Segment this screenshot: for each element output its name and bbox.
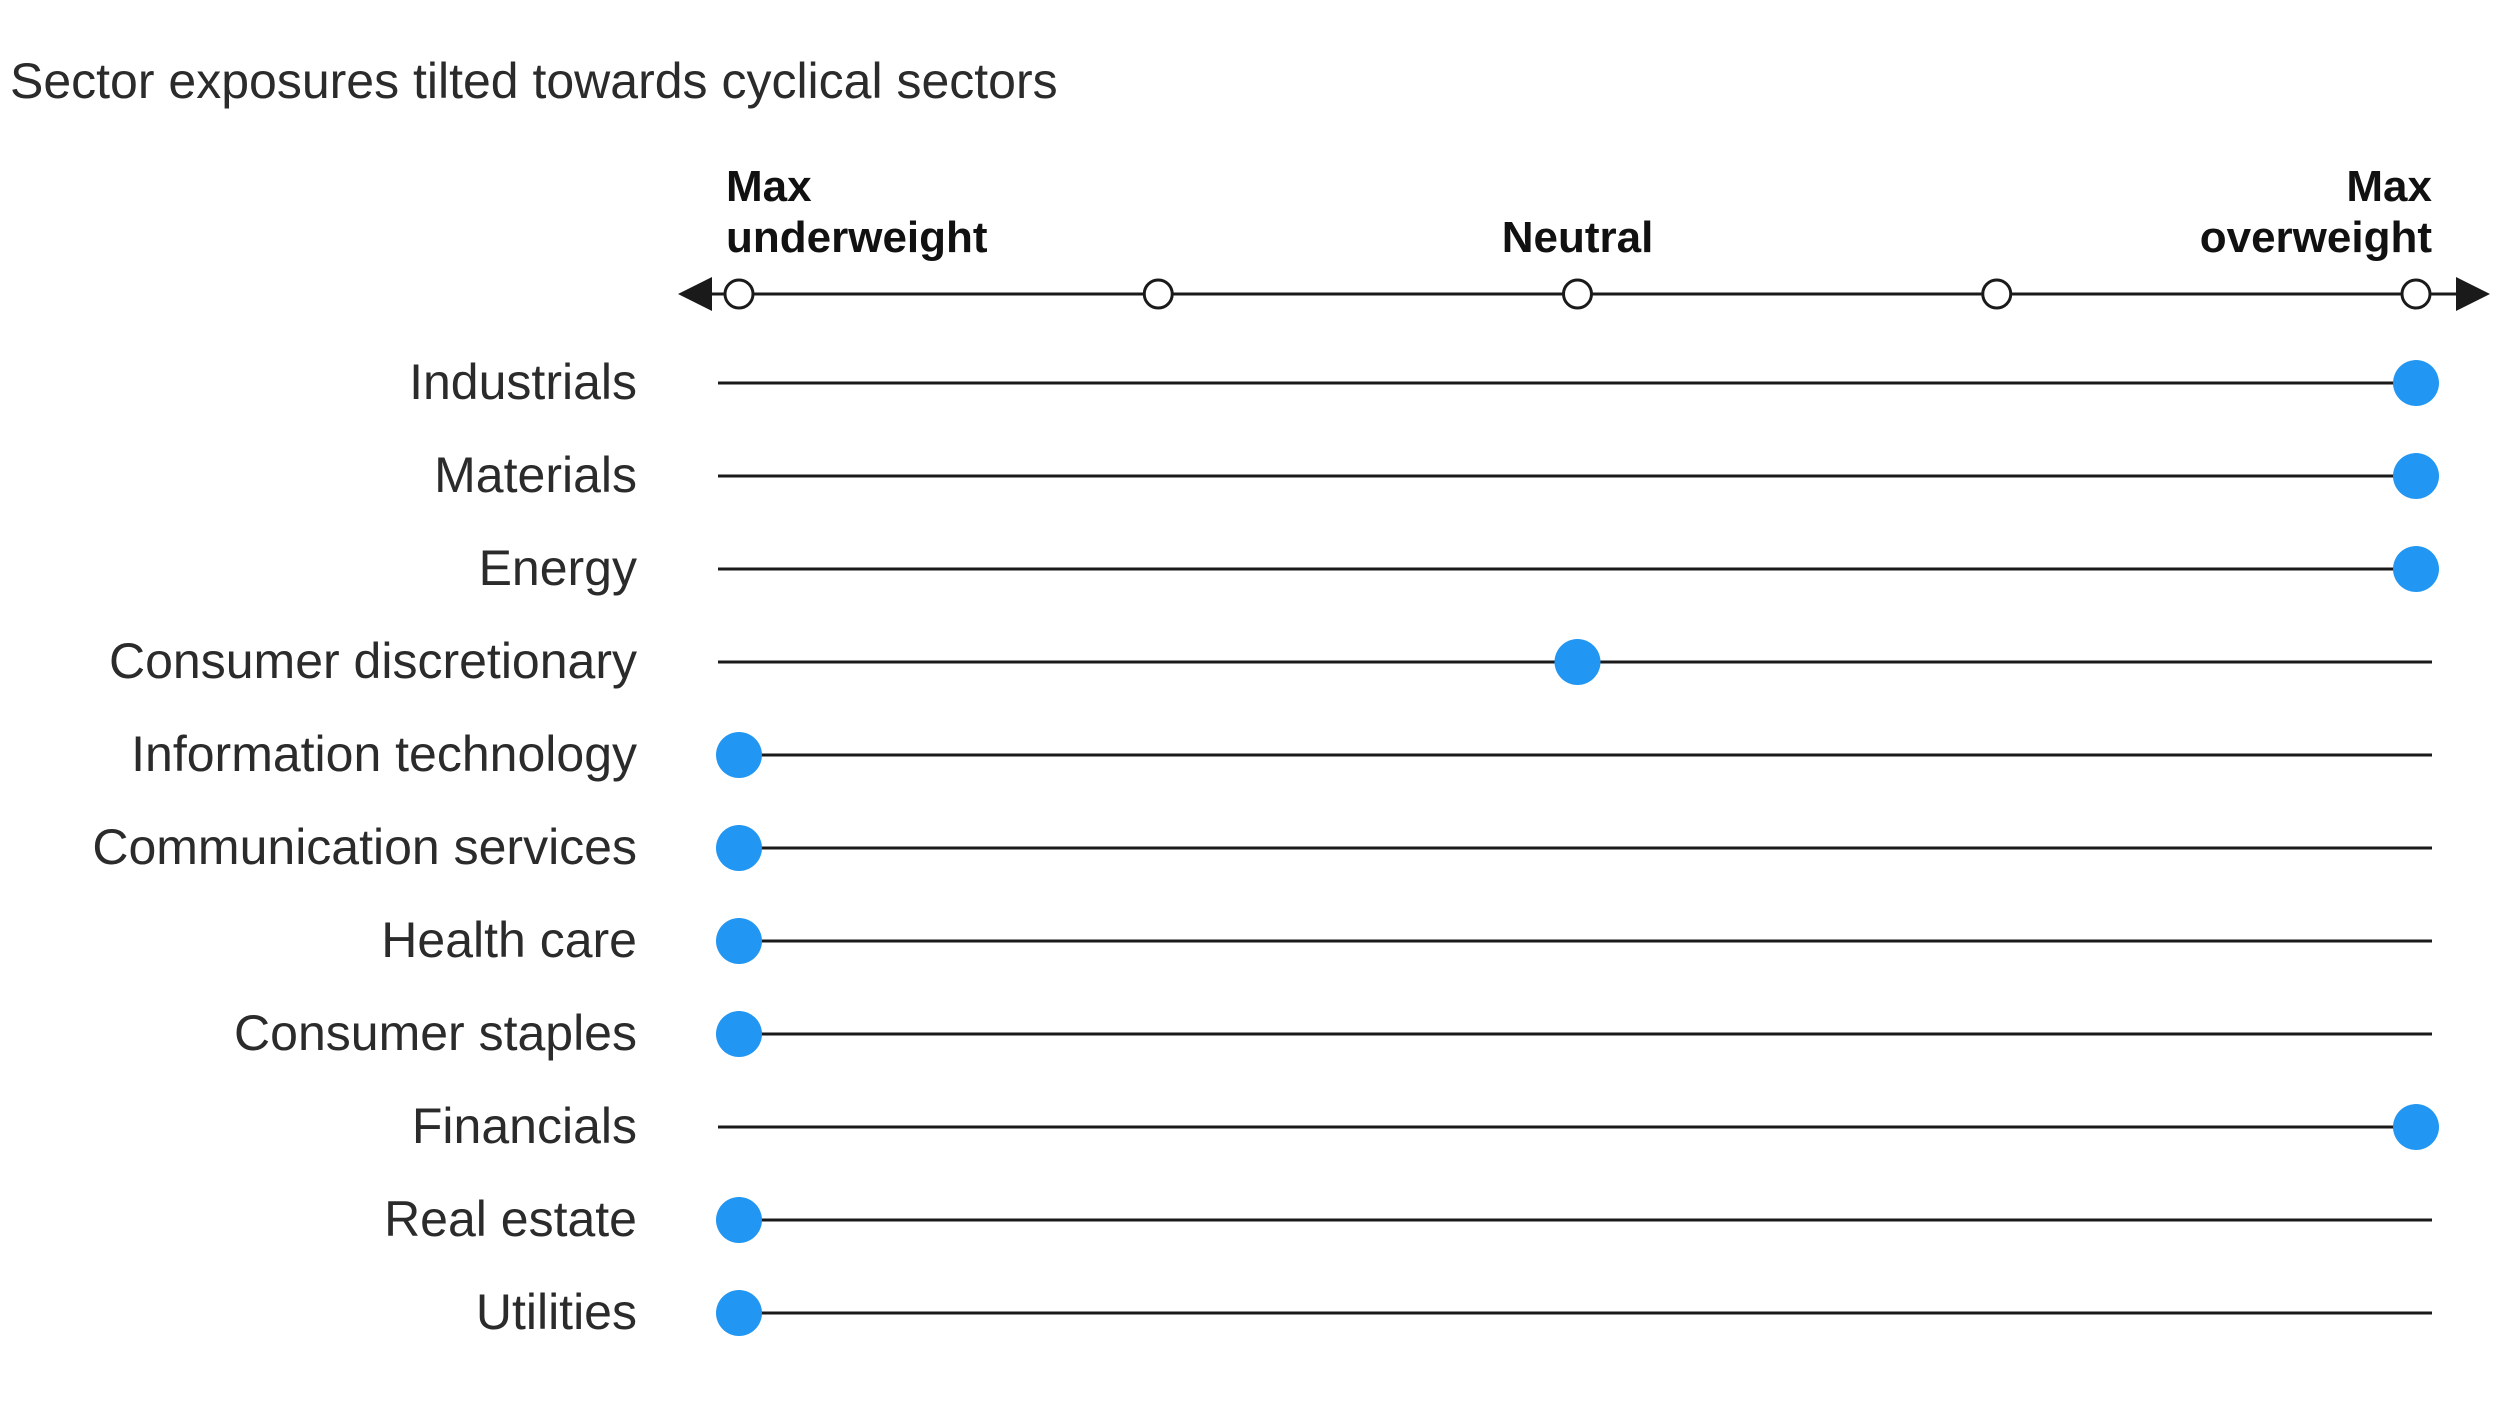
sector-label: Communication services [92,819,637,875]
scale-label: Neutral [1502,213,1654,262]
sector-label: Materials [434,447,637,503]
sector-label: Information technology [131,726,637,782]
scale-tick-marker [2400,278,2432,310]
sector-position-marker [716,918,762,964]
axis-arrow-right [2456,277,2490,311]
sector-label: Consumer discretionary [109,633,637,689]
sector-position-marker [2393,546,2439,592]
sector-label: Health care [381,912,637,968]
sector-position-marker [716,1011,762,1057]
sector-label: Financials [412,1098,637,1154]
axis-arrow-left [678,277,712,311]
sector-label: Utilities [476,1284,637,1340]
scale-label: overweight [2200,213,2433,262]
sector-position-marker [2393,1104,2439,1150]
scale-tick-marker [1562,278,1593,310]
sector-label: Industrials [409,354,637,410]
scale-label: Max [2346,162,2432,211]
sector-position-marker [2393,453,2439,499]
sector-position-marker [716,732,762,778]
scale-tick-marker [1142,278,1174,310]
scale-label: underweight [726,213,988,262]
sector-position-marker [716,1290,762,1336]
sector-position-marker [716,825,762,871]
sector-label: Consumer staples [234,1005,637,1061]
sector-label: Real estate [384,1191,637,1247]
sector-position-marker [716,1197,762,1243]
sector-label: Energy [479,540,637,596]
scale-label: Max [726,162,812,211]
scale-tick-marker [723,278,755,310]
sector-position-marker [1554,639,1601,685]
sector-position-marker [2393,360,2439,406]
scale-tick-marker [1981,278,2013,310]
chart-title: Sector exposures tilted towards cyclical… [10,53,1058,109]
sector-rows: Industrials Materials Energy Consumer discr… [92,354,2439,1340]
